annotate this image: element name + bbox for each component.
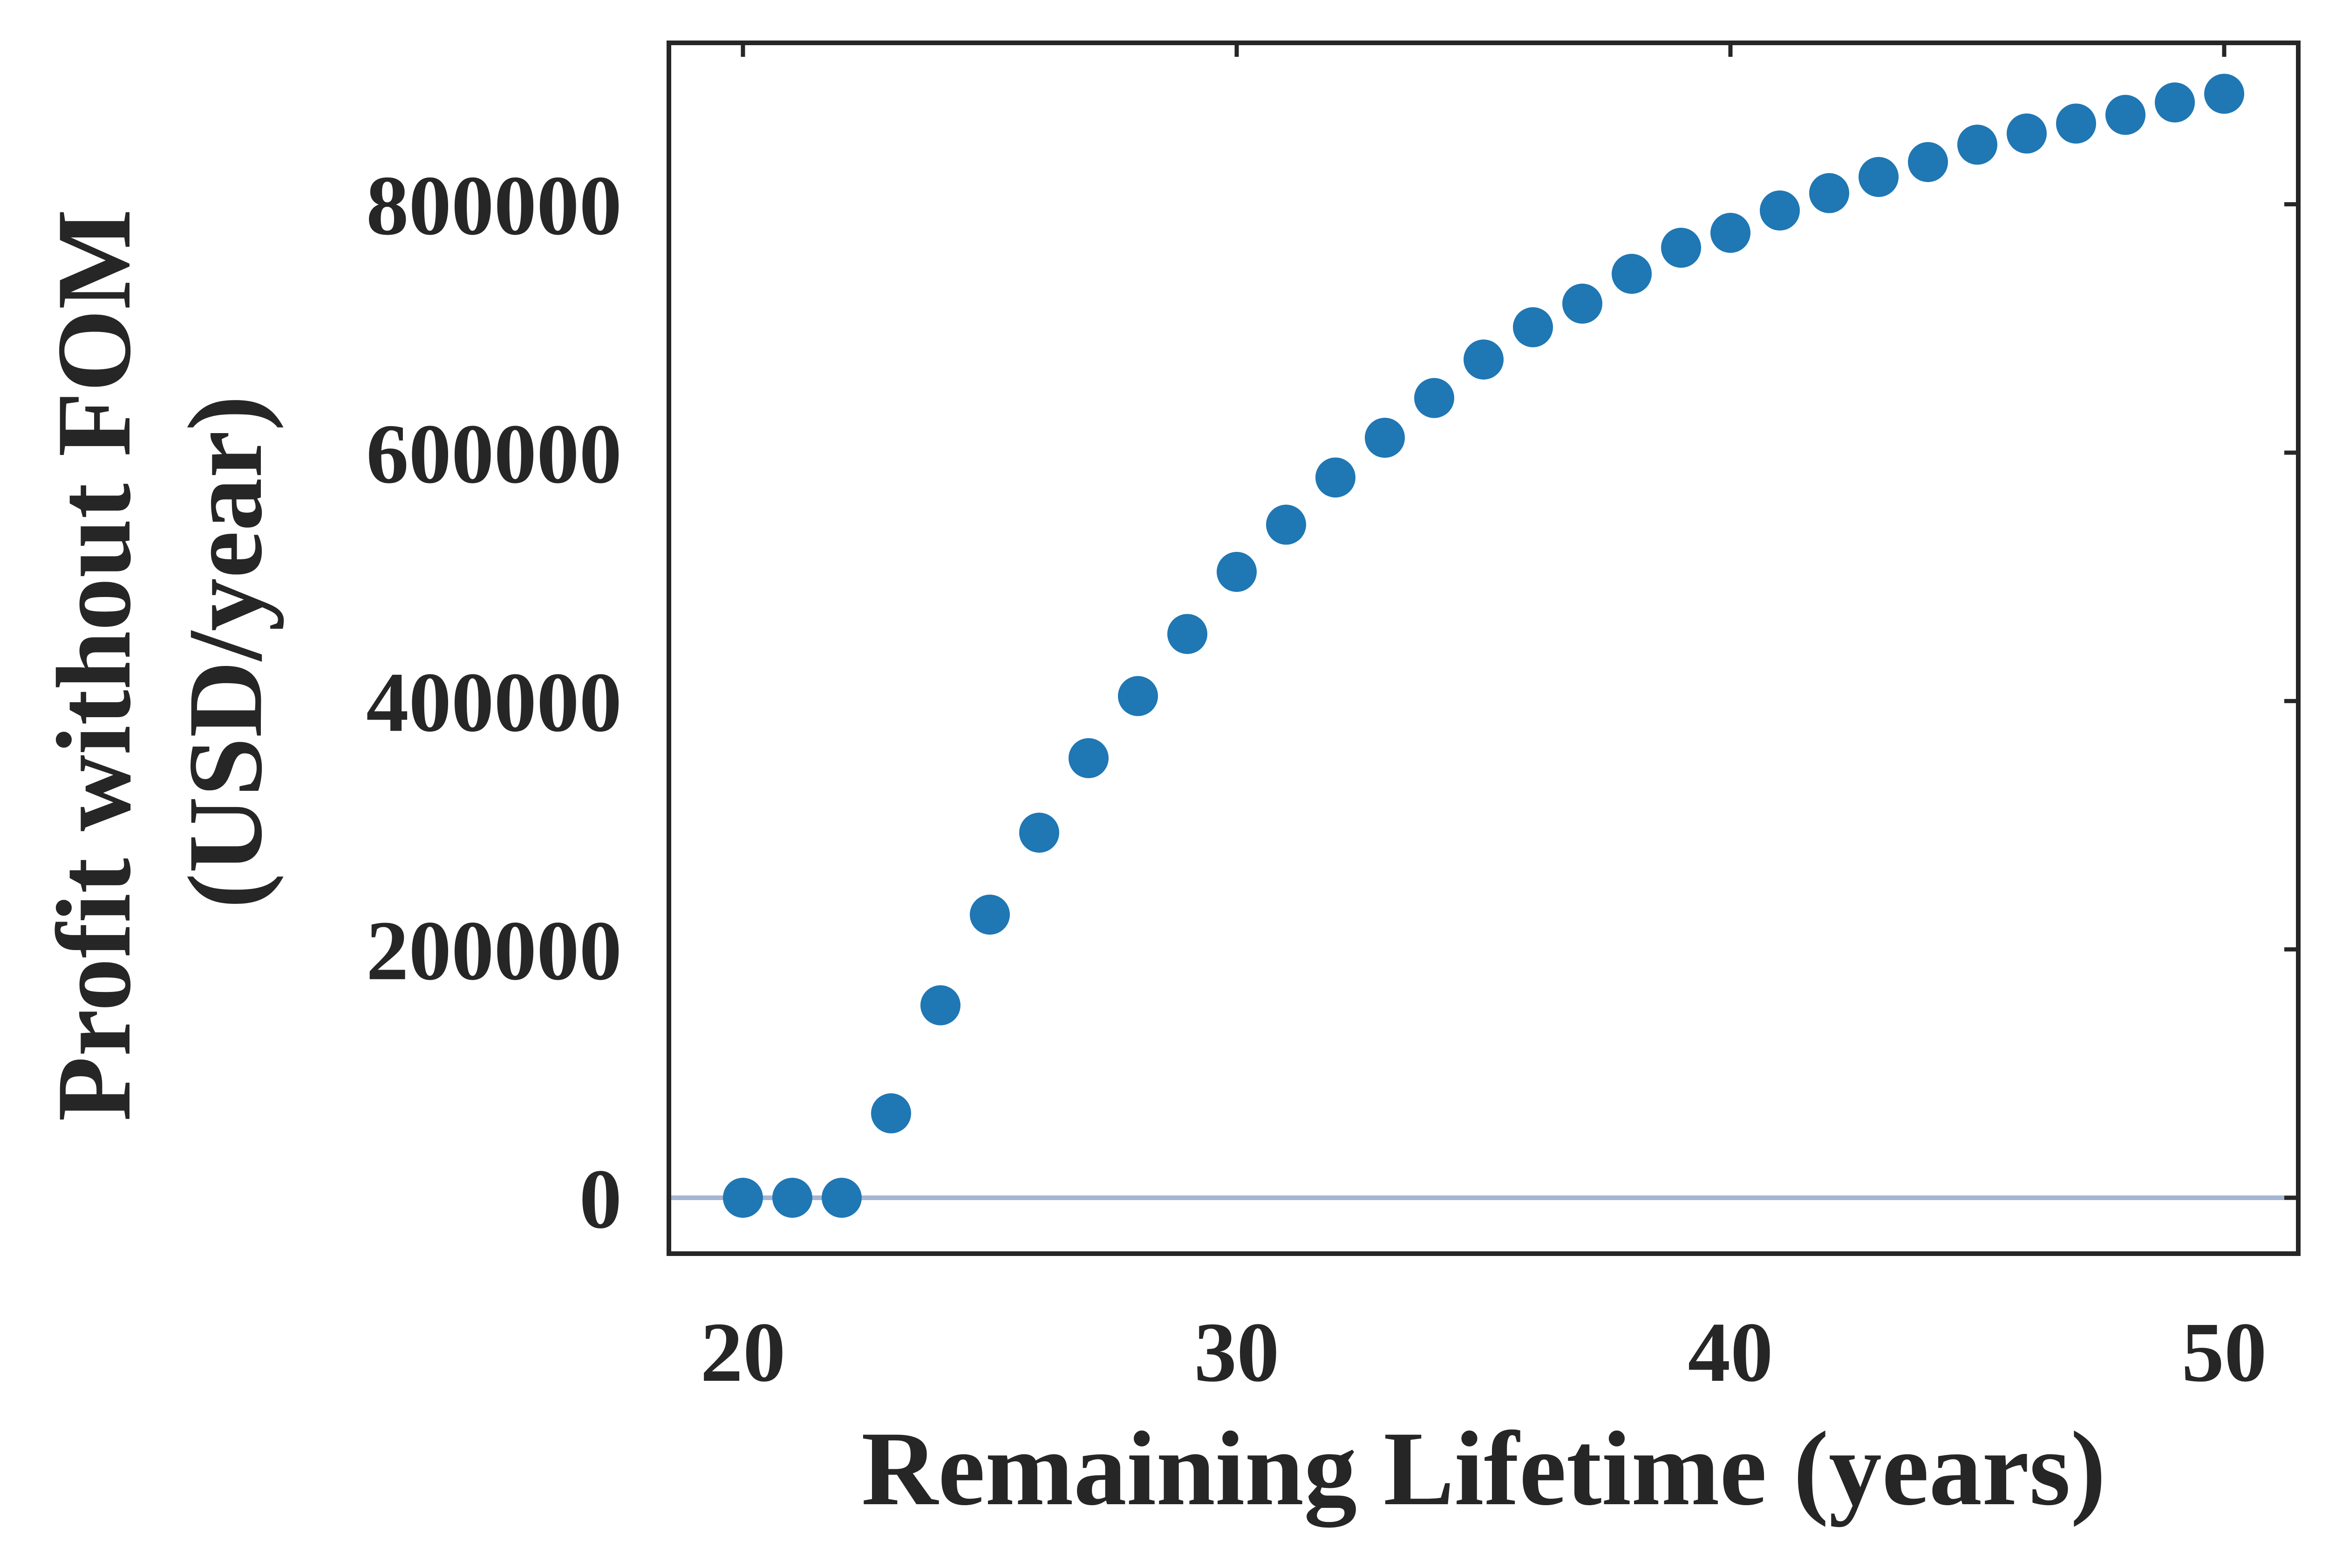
data-points-layer [723,74,2244,1218]
data-point [2155,82,2195,122]
data-point [871,1093,911,1134]
x-tick-label: 30 [1194,1305,1280,1399]
x-tick-labels: 20 30 40 50 [701,1305,2267,1399]
data-point [1069,738,1109,778]
y-axis-label-line-1: Profit without FOM [35,209,153,1121]
data-point [1809,173,1849,213]
axis-ticks-layer [741,43,2298,1200]
data-point [1710,213,1750,253]
data-point [1760,190,1800,231]
data-point [772,1178,812,1218]
x-tick-label: 50 [2182,1305,2267,1399]
data-point [1217,552,1257,592]
data-point [1167,614,1207,654]
data-point [970,895,1010,935]
x-tick-label: 40 [1688,1305,1773,1399]
plot-frame [667,41,2301,1256]
x-tick-label: 20 [701,1305,786,1399]
x-axis-label: Remaining Lifetime (years) [861,1410,2106,1528]
data-point [1859,157,1899,197]
data-point [1019,813,1059,853]
y-tick-label: 0 [579,1152,622,1246]
data-point [1414,378,1454,418]
data-point [2204,74,2244,114]
data-point [1266,504,1306,545]
data-point [1908,142,1948,182]
data-point [2056,103,2096,144]
data-point [1315,457,1355,498]
y-tick-label: 600000 [366,407,622,501]
y-tick-label: 200000 [366,903,622,998]
data-point [2105,95,2145,135]
y-axis-label: Profit without FOM (USD/year) [35,183,284,1121]
data-point [920,985,960,1025]
data-point [1365,418,1405,458]
data-point [1118,676,1158,716]
data-point [1957,124,1997,165]
data-point [2007,113,2047,154]
data-point [822,1178,862,1218]
data-point [1464,339,1504,380]
data-point [1513,307,1553,347]
data-point [1612,254,1652,294]
data-point [723,1178,763,1218]
y-axis-label-line-2: (USD/year) [167,395,284,909]
y-tick-label: 800000 [366,158,622,253]
y-tick-label: 400000 [366,655,622,749]
data-point [1661,228,1701,268]
data-point [1562,284,1602,324]
y-tick-labels: 0 200000 400000 600000 800000 [366,158,622,1246]
